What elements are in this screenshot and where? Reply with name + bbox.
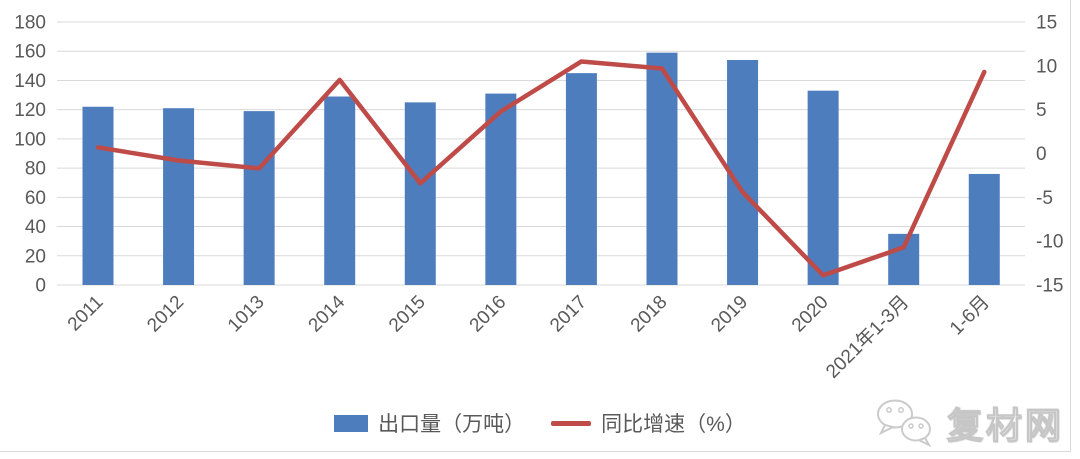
bar-2012 [163,108,195,285]
y-left-tick-label: 80 [25,159,46,180]
y-left-tick-label: 120 [14,100,46,121]
y-left-tick-label: 60 [25,188,46,209]
x-axis-tick-label: 2015 [385,292,430,337]
bar-2016 [485,93,517,285]
y-right-tick-label: -10 [1036,232,1063,253]
y-right-tick-label: 5 [1036,100,1047,121]
x-axis-tick-label: 2019 [707,292,752,337]
x-axis-tick-label: 2011 [64,292,108,336]
x-axis-tick-label: 1013 [224,292,269,337]
x-axis-tick-label: 2018 [627,292,672,337]
bar-2015 [404,102,436,285]
legend-label-export-volume: 出口量（万吨） [378,413,526,436]
x-axis-tick-label: 2014 [304,291,349,336]
watermark-text: 复材网 [946,404,1064,446]
x-axis-tick-label: 2021年1-3月 [821,291,913,383]
legend-item-yoy-growth: 同比增速（%） [551,408,746,438]
bar-series-swatch-icon [334,414,369,432]
y-right-tick-label: -15 [1036,276,1063,297]
bar-2018 [646,52,678,285]
x-axis-tick-label: 2020 [788,292,833,337]
watermark: 复材网 [873,397,1064,449]
y-left-tick-label: 20 [25,246,46,267]
y-left-tick-label: 40 [25,217,46,238]
bar-1-6月 [968,173,1000,285]
yoy-growth-line [95,59,987,278]
x-axis-tick-label: 2012 [143,292,188,337]
y-right-tick-label: 0 [1036,144,1047,165]
x-axis-tick-label: 2016 [466,292,511,337]
y-right-tick-label: 15 [1036,13,1057,34]
chart-legend: 出口量（万吨） 同比增速（%） [0,408,1080,438]
bar-2014 [324,96,356,286]
legend-item-export-volume: 出口量（万吨） [334,408,525,438]
wechat-chat-bubbles-icon [876,399,932,448]
y-right-tick-label: -5 [1036,188,1053,209]
y-left-tick-label: 100 [14,129,46,150]
bar-2021年1-3月 [888,233,920,285]
y-left-tick-label: 160 [14,42,46,63]
y-left-tick-label: 140 [14,71,46,92]
chart-border-right [1070,0,1071,451]
bar-2017 [565,73,597,285]
bar-2020 [807,90,839,285]
bar-2011 [82,106,114,285]
y-right-tick-label: 10 [1036,56,1057,77]
line-series-swatch-icon [551,420,592,426]
x-axis-tick-label: 1-6月 [946,292,994,340]
x-axis-tick-label: 2017 [546,292,591,337]
bar-1013 [243,111,275,285]
y-left-tick-label: 0 [35,276,46,297]
y-left-tick-label: 180 [14,13,46,34]
chart-border-bottom [0,451,1071,452]
legend-label-yoy-growth: 同比增速（%） [601,413,746,436]
